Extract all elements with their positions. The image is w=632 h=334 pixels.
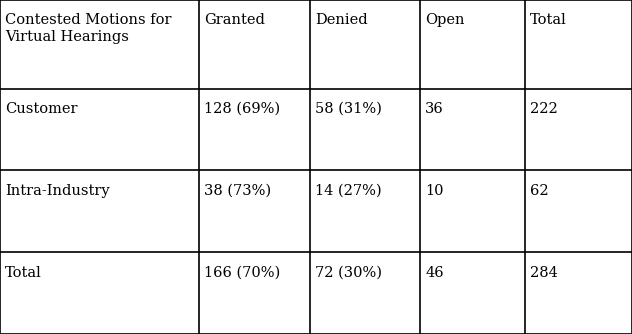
Text: Customer: Customer — [5, 102, 78, 116]
Text: Contested Motions for
Virtual Hearings: Contested Motions for Virtual Hearings — [5, 13, 171, 43]
Text: 62: 62 — [530, 184, 548, 198]
Text: 36: 36 — [425, 102, 444, 116]
Text: 14 (27%): 14 (27%) — [315, 184, 381, 198]
Text: 58 (31%): 58 (31%) — [315, 102, 382, 116]
Text: 166 (70%): 166 (70%) — [204, 266, 281, 280]
Text: 72 (30%): 72 (30%) — [315, 266, 382, 280]
Text: Total: Total — [530, 13, 566, 27]
Text: 284: 284 — [530, 266, 557, 280]
Text: 46: 46 — [425, 266, 444, 280]
Text: Intra-Industry: Intra-Industry — [5, 184, 110, 198]
Text: Total: Total — [5, 266, 42, 280]
Text: Denied: Denied — [315, 13, 367, 27]
Text: 222: 222 — [530, 102, 557, 116]
Text: 38 (73%): 38 (73%) — [204, 184, 271, 198]
Text: 10: 10 — [425, 184, 444, 198]
Text: Open: Open — [425, 13, 465, 27]
Text: Granted: Granted — [204, 13, 265, 27]
Text: 128 (69%): 128 (69%) — [204, 102, 280, 116]
